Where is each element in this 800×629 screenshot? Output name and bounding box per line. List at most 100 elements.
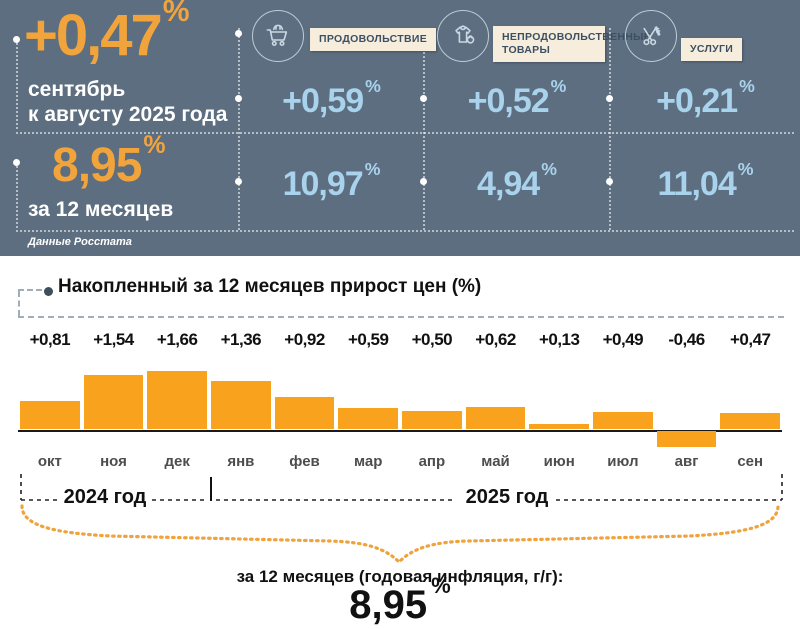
bar bbox=[211, 380, 271, 429]
bar-value-label: +0,47 bbox=[729, 330, 771, 349]
dotted-connector bbox=[18, 289, 42, 291]
bar-value-label: +0,59 bbox=[347, 330, 389, 349]
clothing-icon bbox=[437, 10, 489, 62]
chart-title: Накопленный за 12 месяцев прирост цен (%… bbox=[58, 276, 482, 297]
connector-dot bbox=[420, 95, 427, 102]
monthly-inflation-number: +0,47 bbox=[24, 3, 163, 68]
chart-column: +1,54 ноя bbox=[82, 330, 146, 472]
shopping-cart-icon bbox=[252, 10, 304, 62]
percent-sign: % bbox=[143, 130, 166, 159]
period-comparison: к августу 2025 года bbox=[28, 103, 228, 126]
month-label: мар bbox=[353, 452, 383, 470]
percent-sign: % bbox=[364, 158, 381, 179]
dotted-connector bbox=[18, 291, 20, 316]
category-food-monthly: +0,59% bbox=[240, 76, 423, 121]
percent-sign: % bbox=[431, 572, 451, 598]
value: +0,52 bbox=[467, 82, 550, 120]
bar-value-label: +1,66 bbox=[156, 330, 198, 349]
chart-column: +0,50 апр bbox=[400, 330, 464, 472]
month-label: июн bbox=[543, 452, 575, 470]
title-bullet bbox=[44, 287, 53, 296]
chart-column: +0,13 июн bbox=[527, 330, 591, 472]
connector-dot bbox=[13, 36, 20, 43]
bar-value-label: +0,62 bbox=[475, 330, 516, 349]
chart-column: +1,36 янв bbox=[209, 330, 273, 472]
bar bbox=[147, 370, 208, 429]
category-food-label: ПРОДОВОЛЬСТВИЕ bbox=[310, 28, 437, 52]
dotted-rule bbox=[18, 316, 784, 318]
bar-zone bbox=[209, 369, 273, 445]
bar-value-label: +1,36 bbox=[220, 330, 262, 349]
year-2024-label: 2024 год bbox=[63, 486, 147, 508]
month-label: авг bbox=[674, 452, 699, 470]
connector-dot bbox=[235, 30, 242, 37]
annual-period-label: за 12 месяцев bbox=[28, 198, 174, 221]
connector-dot bbox=[606, 178, 613, 185]
value: +0,21 bbox=[656, 82, 738, 120]
percent-sign: % bbox=[162, 0, 190, 29]
category-nonfood-monthly: +0,52% bbox=[425, 76, 609, 121]
connector-dot bbox=[606, 95, 613, 102]
bar-zone bbox=[400, 369, 464, 445]
bar-zone bbox=[718, 369, 782, 445]
bar-value-label: +1,54 bbox=[93, 330, 134, 349]
bar-value-label: +0,50 bbox=[411, 330, 453, 349]
dotted-border bbox=[423, 28, 425, 230]
summary-panel: +0,47% сентябрь к августу 2025 года 8,95… bbox=[0, 0, 800, 256]
bar-chart: +0,81 окт +1,54 ноя +1,66 дек +1,36 янв +0,92 фев… bbox=[18, 330, 782, 472]
value: +0,59 bbox=[282, 82, 364, 120]
bar-zone bbox=[655, 369, 719, 447]
annual-total-number: 8,95 bbox=[349, 583, 428, 627]
category-nonfood-column: НЕПРОДОВОЛЬСТВЕННЫЕ ТОВАРЫ +0,52% 4,94% bbox=[425, 0, 651, 256]
bar bbox=[593, 411, 653, 429]
month-label: июл bbox=[607, 452, 639, 470]
month-label: янв bbox=[227, 452, 255, 470]
dotted-border bbox=[16, 43, 18, 129]
chart-column: +0,47 сен bbox=[718, 330, 782, 472]
bar bbox=[465, 406, 526, 429]
monthly-inflation-value: +0,47% bbox=[24, 0, 190, 69]
category-nonfood-annual: 4,94% bbox=[425, 159, 609, 204]
dotted-divider bbox=[16, 230, 794, 232]
month-label: апр bbox=[418, 452, 446, 470]
chart-column: +0,59 мар bbox=[336, 330, 400, 472]
percent-sign: % bbox=[739, 75, 755, 96]
bar-zone bbox=[273, 369, 337, 445]
bar bbox=[656, 430, 717, 447]
category-nonfood-label: НЕПРОДОВОЛЬСТВЕННЫЕ ТОВАРЫ bbox=[493, 26, 651, 63]
chart-baseline bbox=[18, 430, 782, 432]
chart-column: +1,66 дек bbox=[145, 330, 209, 472]
bar-value-label: -0,46 bbox=[668, 330, 705, 349]
year-2025-label: 2025 год bbox=[465, 486, 549, 508]
month-label: сен bbox=[737, 452, 764, 470]
month-label: май bbox=[481, 452, 510, 470]
bar-zone bbox=[591, 369, 655, 445]
bar bbox=[529, 423, 590, 429]
bar-value-label: +0,92 bbox=[284, 330, 325, 349]
data-source-note: Данные Росстата bbox=[28, 236, 132, 248]
chart-column: +0,81 окт bbox=[18, 330, 82, 472]
annual-inflation-number: 8,95 bbox=[52, 139, 142, 192]
chart-column: +0,62 май bbox=[464, 330, 528, 472]
bar-value-label: +0,49 bbox=[602, 330, 644, 349]
month-label: фев bbox=[289, 452, 320, 470]
bar bbox=[402, 410, 462, 429]
bar bbox=[20, 400, 80, 429]
bar bbox=[720, 412, 781, 429]
bar-value-label: +0,13 bbox=[538, 330, 580, 349]
bar-value-label: +0,81 bbox=[29, 330, 71, 349]
dotted-divider bbox=[16, 132, 794, 134]
month-label: ноя bbox=[100, 452, 127, 470]
brace-curve bbox=[20, 504, 780, 565]
percent-sign: % bbox=[365, 75, 381, 96]
category-services-column: УСЛУГИ +0,21% 11,04% bbox=[611, 0, 800, 256]
annual-inflation-total: 8,95% bbox=[0, 573, 800, 628]
chart-column: +0,49 июл bbox=[591, 330, 655, 472]
bar-zone bbox=[527, 369, 591, 445]
percent-sign: % bbox=[737, 158, 754, 179]
bar-zone bbox=[18, 369, 82, 445]
annual-inflation-value: 8,95% bbox=[52, 131, 166, 193]
connector-dot bbox=[420, 178, 427, 185]
category-services-label: УСЛУГИ bbox=[681, 38, 743, 62]
